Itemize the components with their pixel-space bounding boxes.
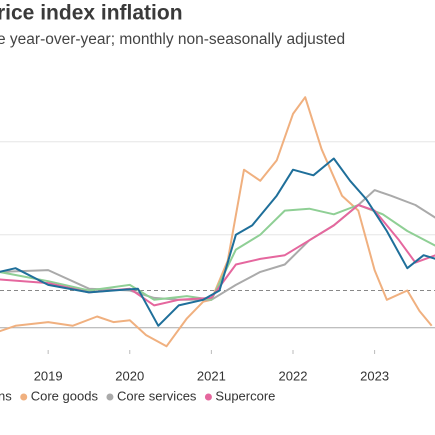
x-tick-label: 2021 xyxy=(197,368,226,383)
legend-label: Core services xyxy=(117,388,197,403)
chart-title: rice index inflation xyxy=(0,2,183,25)
x-tick-label: 2019 xyxy=(34,368,63,383)
x-tick-label: 2020 xyxy=(115,368,144,383)
legend-dot xyxy=(204,393,212,401)
legend-label: ns xyxy=(0,388,12,403)
x-tick-label: 2022 xyxy=(279,368,308,383)
series-line xyxy=(0,96,433,348)
legend-dot xyxy=(106,393,114,401)
x-tick-label: 2023 xyxy=(360,368,389,383)
series-line xyxy=(0,157,435,327)
chart-subtitle: e year-over-year; monthly non-seasonally… xyxy=(0,31,345,48)
legend-label: Core goods xyxy=(31,388,99,403)
legend-dot xyxy=(20,393,28,401)
legend-label: Supercore xyxy=(215,388,275,403)
